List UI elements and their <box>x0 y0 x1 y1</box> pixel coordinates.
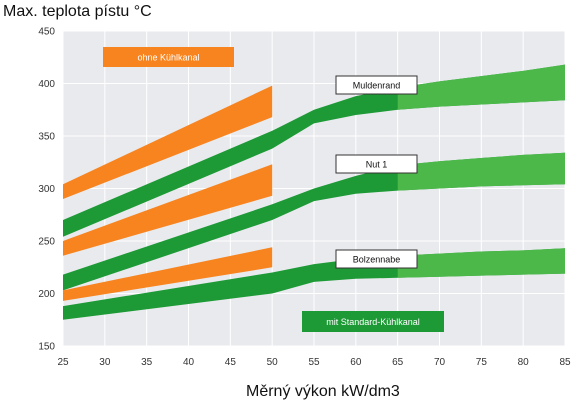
annotation-box <box>335 75 418 95</box>
annotation-box <box>302 311 444 332</box>
band-extension-nut-1 <box>397 152 565 191</box>
y-tick-label: 200 <box>38 289 55 300</box>
y-tick-label: 250 <box>38 237 55 248</box>
data-bands <box>63 64 565 320</box>
x-tick-label: 35 <box>141 357 153 368</box>
y-axis-title: Max. teplota pístu °C <box>3 3 152 20</box>
annotation-label: ohne Kühlkanal <box>103 47 234 67</box>
annotation-label: Nut 1 <box>335 154 418 174</box>
annotation-box <box>103 47 234 67</box>
y-tick-label: 400 <box>38 79 55 90</box>
y-tick-label: 150 <box>38 342 55 353</box>
x-tick-label: 55 <box>308 357 320 368</box>
annotation-label: Muldenrand <box>335 75 418 95</box>
x-tick-label: 65 <box>392 357 404 368</box>
x-axis-title: Měrný výkon kW/dm3 <box>246 383 400 400</box>
x-tick-label: 40 <box>183 357 195 368</box>
x-tick-label: 70 <box>434 357 446 368</box>
annotation-box <box>335 249 418 269</box>
x-tick-label: 85 <box>559 357 571 368</box>
y-tick-label: 350 <box>38 132 55 143</box>
annotation-box <box>335 154 418 174</box>
tick-labels: 25 30 35 40 45 50 55 60 65 70 75 80 85 150 200 250 300 35… <box>38 27 571 369</box>
x-tick-label: 30 <box>99 357 111 368</box>
band-extension-bolzennabe <box>397 248 565 278</box>
annotation-text: Nut 1 <box>366 160 388 170</box>
annotation-label: Bolzennabe <box>335 249 418 269</box>
band-orange-nut-1 <box>63 164 273 256</box>
x-tick-label: 50 <box>267 357 279 368</box>
annotation-text: Bolzennabe <box>353 255 401 265</box>
x-tick-label: 75 <box>476 357 488 368</box>
x-tick-label: 25 <box>57 357 69 368</box>
annotations: ohne Kühlkanal Muldenrand Nut 1 Bolzennabe m… <box>103 47 444 332</box>
y-tick-label: 300 <box>38 184 55 195</box>
annotation-text: mit Standard-Kühlkanal <box>326 317 420 327</box>
x-tick-label: 80 <box>518 357 530 368</box>
band-orange-muldenrand <box>63 85 273 199</box>
x-tick-label: 45 <box>225 357 237 368</box>
annotation-text: ohne Kühlkanal <box>137 53 199 63</box>
band-extension-muldenrand <box>397 64 565 110</box>
band-orange-bolzennabe <box>63 247 273 301</box>
annotation-text: Muldenrand <box>353 81 401 91</box>
annotation-label: mit Standard-Kühlkanal <box>302 311 444 332</box>
y-tick-label: 450 <box>38 27 55 38</box>
x-tick-label: 60 <box>350 357 362 368</box>
